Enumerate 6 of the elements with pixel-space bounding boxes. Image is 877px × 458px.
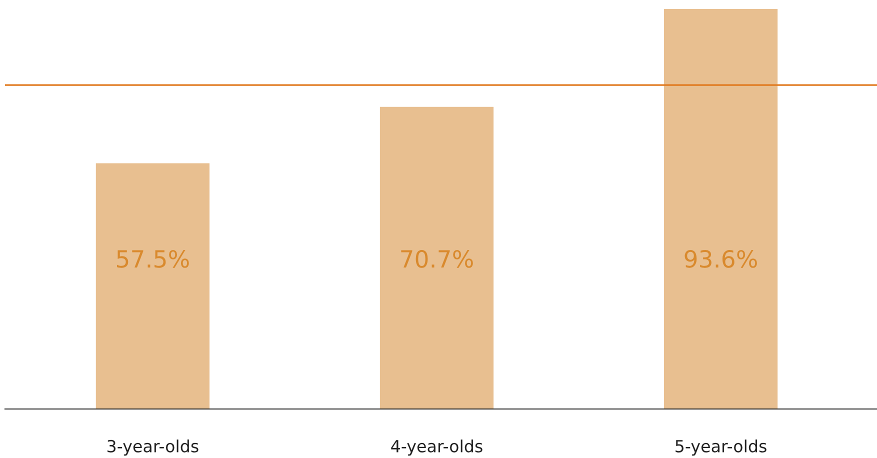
data-label: 70.7%: [401, 250, 473, 268]
data-label: 93.6%: [684, 250, 757, 268]
data-label: 57.5%: [117, 250, 189, 268]
x-tick-label: 5-year-olds: [676, 440, 766, 456]
x-tick-label: 3-year-olds: [108, 440, 198, 456]
x-tick-label: 4-year-olds: [391, 440, 482, 456]
